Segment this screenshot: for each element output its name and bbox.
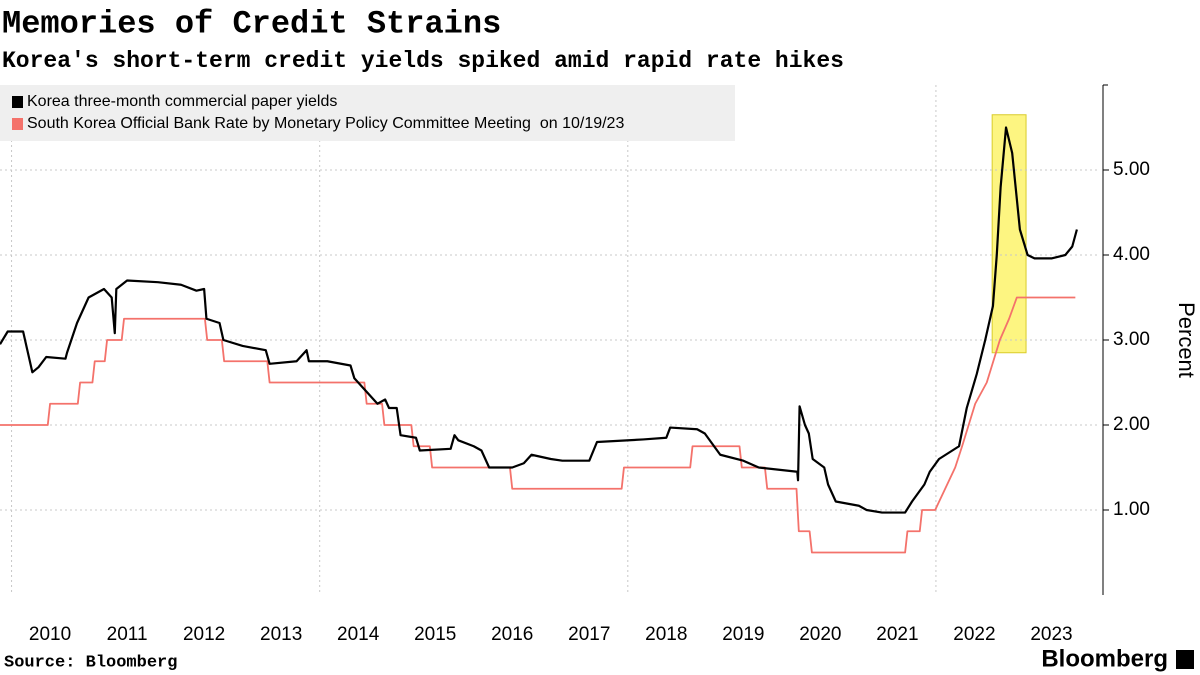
x-tick-label: 2022 [953,624,995,645]
legend: Korea three-month commercial paper yield… [0,85,735,141]
chart-subtitle: Korea's short-term credit yields spiked … [2,48,844,74]
x-tick-label: 2015 [414,624,456,645]
legend-label: South Korea Official Bank Rate by Moneta… [27,115,624,132]
x-tick-label: 2011 [107,624,148,645]
series-line [0,296,1076,554]
x-tick-label: 2013 [260,624,302,645]
y-axis-label: Percent [1174,302,1199,378]
y-tick-label: 2.00 [1113,414,1150,435]
brand-icon [1176,650,1194,669]
source: Source: Bloomberg [4,653,177,672]
legend-swatch [12,96,23,108]
x-tick-label: 2021 [876,624,918,645]
y-tick-label: 1.00 [1113,499,1150,520]
x-tick-label: 2020 [799,624,841,645]
x-tick-label: 2010 [29,624,71,645]
y-tick-label: 3.00 [1113,329,1150,350]
legend-label: Korea three-month commercial paper yield… [27,93,337,110]
brand: Bloomberg [1041,645,1168,672]
x-tick-label: 2017 [568,624,610,645]
chart-title: Memories of Credit Strains [2,5,501,42]
y-tick-label: 5.00 [1113,159,1150,180]
x-tick-label: 2019 [722,624,764,645]
x-tick-label: 2012 [183,624,225,645]
series-line [0,126,1078,514]
x-tick-label: 2014 [337,624,380,645]
y-tick-label: 4.00 [1113,244,1150,265]
legend-swatch [12,118,23,130]
x-tick-label: 2018 [645,624,687,645]
legend-bg [0,85,735,141]
x-tick-label: 2023 [1030,624,1072,645]
x-tick-label: 2016 [491,624,533,645]
